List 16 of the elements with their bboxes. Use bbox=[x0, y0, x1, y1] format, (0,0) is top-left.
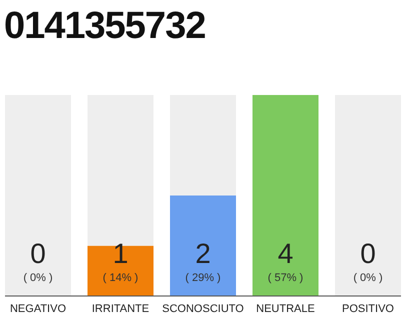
x-tick-label: NEUTRALE bbox=[256, 303, 315, 315]
annotation: ( 29% ) bbox=[185, 272, 221, 284]
annotation: ( 14% ) bbox=[102, 272, 138, 284]
annotation: ( 0% ) bbox=[23, 272, 53, 284]
annotation: 0 bbox=[30, 238, 46, 269]
x-tick-label: SCONOSCIUTO bbox=[162, 303, 244, 315]
x-tick-label: NEGATIVO bbox=[10, 303, 66, 315]
data-label: 2 bbox=[195, 238, 211, 269]
annotation: ( 57% ) bbox=[268, 272, 304, 284]
chart-title: 0141355732 bbox=[4, 5, 206, 47]
data-label: 1 bbox=[112, 238, 128, 269]
annotation: 0 bbox=[360, 238, 376, 269]
x-tick-label: POSITIVO bbox=[342, 303, 394, 315]
annotation: ( 0% ) bbox=[353, 272, 383, 284]
data-label: 4 bbox=[278, 238, 294, 269]
x-tick-label: IRRITANTE bbox=[92, 303, 150, 315]
